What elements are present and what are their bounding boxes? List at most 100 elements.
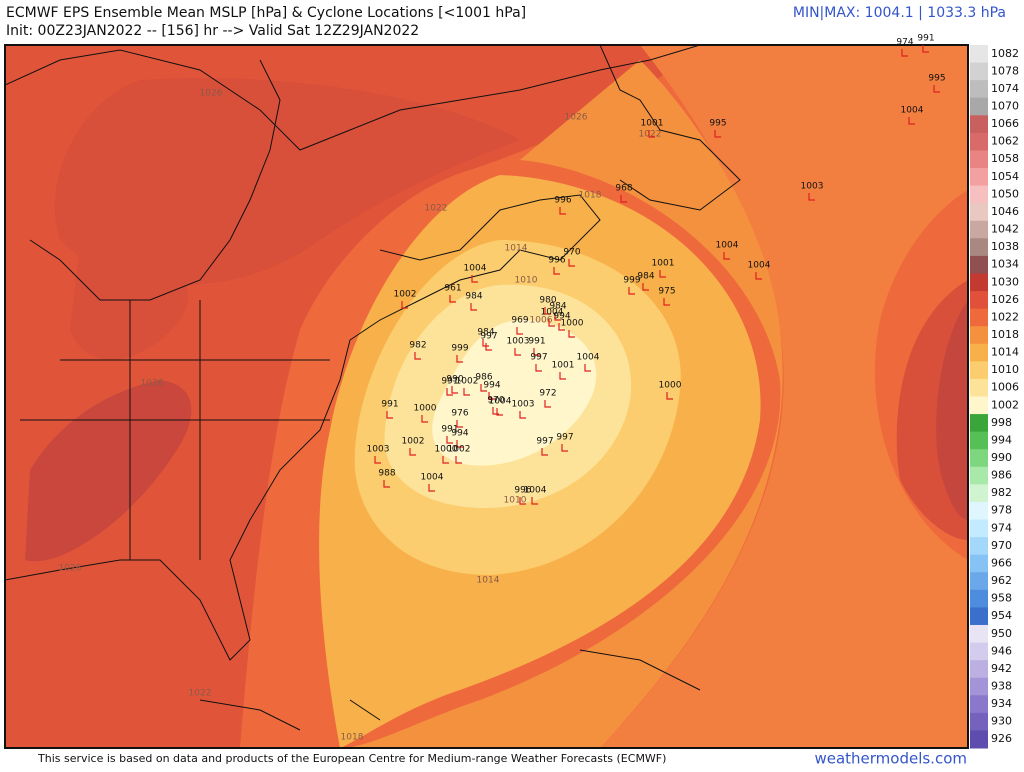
colorbar-swatch xyxy=(970,115,988,134)
cyclone-label: 1000 xyxy=(435,445,458,455)
cyclone-label: 991 xyxy=(528,337,545,347)
cyclone-marker xyxy=(544,400,551,408)
colorbar-swatch xyxy=(970,97,988,116)
cyclone-marker xyxy=(451,386,458,394)
cyclone-label: 997 xyxy=(536,437,553,447)
contour-label: 1026 xyxy=(565,113,588,123)
cyclone-label: 976 xyxy=(451,409,468,419)
cyclone-marker xyxy=(548,319,555,327)
cyclone-marker xyxy=(446,388,453,396)
cyclone-marker xyxy=(496,408,503,416)
colorbar-swatch xyxy=(970,642,988,661)
cyclone-label: 991 xyxy=(381,400,398,410)
cyclone-marker xyxy=(455,456,462,464)
colorbar-label: 982 xyxy=(991,486,1012,499)
colorbar-swatch xyxy=(970,220,988,239)
cyclone-label: 995 xyxy=(709,119,726,129)
cyclone-label: 988 xyxy=(378,469,395,479)
colorbar-swatch xyxy=(970,238,988,257)
cyclone-marker xyxy=(446,436,453,444)
cyclone-marker xyxy=(386,411,393,419)
cyclone-label: 975 xyxy=(658,287,675,297)
colorbar-label: 1034 xyxy=(991,258,1019,271)
contour-label: 1022 xyxy=(425,204,448,214)
cyclone-marker xyxy=(714,130,721,138)
colorbar-label: 946 xyxy=(991,644,1012,657)
cyclone-marker xyxy=(428,484,435,492)
cyclone-marker xyxy=(648,130,655,138)
cyclone-marker xyxy=(463,388,470,396)
cyclone-label: 1002 xyxy=(456,377,479,387)
cyclone-label: 1001 xyxy=(641,119,664,129)
cyclone-label: 1004 xyxy=(464,264,487,274)
contour-label: 1010 xyxy=(504,496,527,506)
contour-label: 1026 xyxy=(59,564,82,574)
cyclone-label: 1003 xyxy=(367,445,390,455)
cyclone-label: 1003 xyxy=(801,182,824,192)
cyclone-label: 1004 xyxy=(748,261,771,271)
cyclone-marker xyxy=(456,440,463,448)
cyclone-label: 961 xyxy=(444,284,461,294)
init-line: Init: 00Z23JAN2022 -- [156] hr --> Valid… xyxy=(6,23,419,39)
contour-label: 1006 xyxy=(530,316,553,326)
contour-label: 1022 xyxy=(189,689,212,699)
cyclone-marker xyxy=(383,480,390,488)
title: ECMWF EPS Ensemble Mean MSLP [hPa] & Cyc… xyxy=(6,5,526,21)
cyclone-label: 970 xyxy=(563,248,580,258)
colorbar-swatch xyxy=(970,624,988,644)
cyclone-marker xyxy=(409,448,416,456)
map-frame xyxy=(4,44,969,749)
colorbar-swatch xyxy=(970,80,988,99)
cyclone-marker xyxy=(723,252,730,260)
cyclone-label: 1004 xyxy=(524,486,547,496)
colorbar-swatch xyxy=(970,378,988,397)
cyclone-marker xyxy=(808,193,815,201)
contour-label: 1026 xyxy=(200,89,223,99)
colorbar-label: 970 xyxy=(991,539,1012,552)
cyclone-marker xyxy=(414,352,421,360)
cyclone-label: 996 xyxy=(554,196,571,206)
colorbar-label: 974 xyxy=(991,521,1012,534)
colorbar-label: 938 xyxy=(991,679,1012,692)
colorbar-swatch xyxy=(970,185,988,204)
colorbar-swatch xyxy=(970,484,988,503)
colorbar-label: 994 xyxy=(991,433,1012,446)
colorbar-label: 962 xyxy=(991,574,1012,587)
cyclone-label: 997 xyxy=(530,353,547,363)
cyclone-marker xyxy=(442,456,449,464)
colorbar-swatch xyxy=(970,343,988,362)
cyclone-marker xyxy=(568,330,575,338)
cyclone-marker xyxy=(449,295,456,303)
colorbar-swatch xyxy=(970,695,988,714)
colorbar-label: 1078 xyxy=(991,64,1019,77)
colorbar-swatch xyxy=(970,150,988,169)
colorbar-swatch xyxy=(970,660,988,679)
colorbar-label: 1082 xyxy=(991,47,1019,60)
contour-label: 1022 xyxy=(639,130,662,140)
colorbar-label: 1006 xyxy=(991,381,1019,394)
colorbar-label: 1066 xyxy=(991,117,1019,130)
cyclone-label: 991 xyxy=(441,377,458,387)
colorbar-label: 990 xyxy=(991,451,1012,464)
cyclone-marker xyxy=(553,267,560,275)
cyclone-label: 1001 xyxy=(652,259,675,269)
colorbar-label: 926 xyxy=(991,732,1012,745)
colorbar-label: 930 xyxy=(991,715,1012,728)
colorbar-swatch xyxy=(970,572,988,591)
cyclone-label: 1004 xyxy=(716,241,739,251)
cyclone-label: 1003 xyxy=(512,400,535,410)
cyclone-marker xyxy=(456,355,463,363)
cyclone-label: 984 xyxy=(637,272,654,282)
cyclone-marker xyxy=(531,497,538,505)
colorbar-swatch xyxy=(970,326,988,345)
colorbar-swatch xyxy=(970,414,988,433)
cyclone-marker xyxy=(480,384,487,392)
colorbar-label: 1062 xyxy=(991,135,1019,148)
colorbar-label: 942 xyxy=(991,662,1012,675)
colorbar-label: 1018 xyxy=(991,328,1019,341)
cyclone-label: 994 xyxy=(483,381,500,391)
cyclone-marker xyxy=(514,348,521,356)
cyclone-marker xyxy=(554,313,561,321)
cyclone-marker xyxy=(482,339,489,347)
